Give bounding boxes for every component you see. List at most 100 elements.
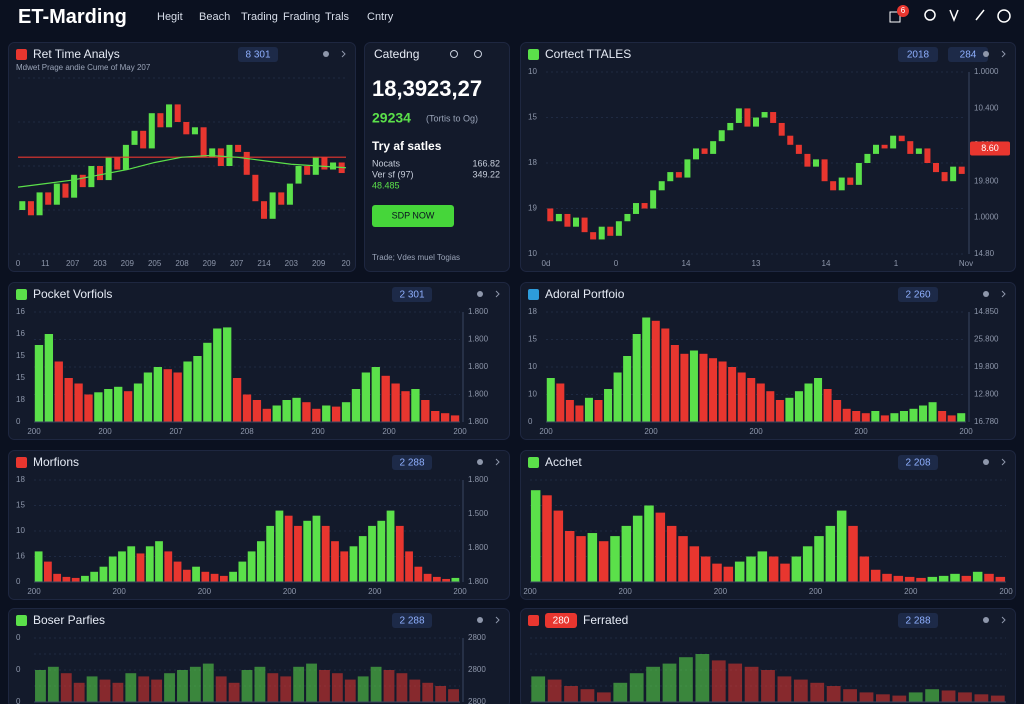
panel-menu[interactable] [341, 50, 346, 58]
badge: 2 208 [905, 458, 930, 469]
share-icon[interactable] [474, 50, 482, 58]
panel-title: Ret Time Analys [33, 47, 120, 61]
chart-icon[interactable] [889, 11, 901, 23]
bar [700, 556, 711, 582]
bar [941, 690, 956, 702]
tag: 280 [553, 616, 570, 627]
bar [395, 525, 404, 582]
badge-bg[interactable] [898, 287, 938, 302]
bar [768, 556, 779, 582]
bar [136, 553, 145, 582]
bar [361, 372, 371, 422]
panel-action[interactable] [477, 617, 483, 623]
edit-icon[interactable] [975, 9, 985, 21]
bar [284, 515, 293, 582]
bar [53, 573, 62, 582]
panel-menu[interactable] [1001, 458, 1006, 466]
panel-menu[interactable] [495, 458, 500, 466]
panel-menu[interactable] [495, 290, 500, 298]
panel-action[interactable] [983, 459, 989, 465]
bar [114, 386, 123, 422]
bar [823, 389, 832, 422]
y-axis-label: 1.800 [468, 362, 489, 371]
bar [215, 676, 227, 702]
badge-bg[interactable] [392, 455, 432, 470]
y-axis-label: 1.800 [468, 543, 489, 552]
bar [904, 576, 915, 582]
y-axis-label: 10 [528, 67, 537, 76]
badge-bg[interactable] [238, 47, 278, 62]
badge-bg[interactable] [392, 613, 432, 628]
bar [655, 512, 666, 582]
badge-bg[interactable] [392, 287, 432, 302]
x-axis-label: 200 [453, 587, 467, 596]
bar [542, 495, 552, 582]
panel-action[interactable] [983, 51, 989, 57]
bar [995, 576, 1006, 582]
button-bg[interactable] [372, 205, 454, 227]
x-axis-label: 0 [614, 259, 619, 268]
panel-action[interactable] [477, 291, 483, 297]
panel-action[interactable] [323, 51, 329, 57]
bar [613, 372, 622, 422]
nav-item[interactable]: Frading [283, 11, 321, 23]
app-title: ET-Marding [18, 6, 127, 28]
nav-item[interactable]: Trading [241, 11, 278, 23]
change-note: (Tortis to Og) [426, 113, 478, 123]
bar [219, 575, 228, 582]
candle [701, 148, 708, 154]
bar [580, 689, 595, 702]
y-axis-label: 18 [528, 307, 537, 316]
badge-bg[interactable] [898, 47, 938, 62]
bar [880, 415, 889, 422]
candle [235, 144, 242, 152]
panel-menu[interactable] [1001, 616, 1006, 624]
candle [941, 172, 948, 182]
bar [747, 378, 756, 422]
panel-menu[interactable] [1001, 290, 1006, 298]
candle [641, 203, 648, 209]
search-icon[interactable] [924, 9, 936, 21]
x-axis-label: 209 [312, 259, 326, 268]
x-axis-label: 200 [904, 587, 918, 596]
nav-item[interactable]: Hegit [157, 11, 183, 23]
bar [357, 676, 369, 702]
y-axis-label: 19.800 [974, 176, 999, 185]
user-icon[interactable] [949, 9, 959, 23]
panel-action[interactable] [477, 459, 483, 465]
bar [247, 551, 256, 582]
candle [667, 172, 674, 182]
bar [242, 394, 252, 422]
bar [794, 391, 803, 422]
bar [351, 389, 361, 422]
y-axis-label: 1.800 [468, 417, 489, 426]
candle [753, 117, 759, 127]
notification-badge[interactable] [897, 5, 909, 17]
bar [947, 415, 956, 422]
candle [96, 166, 104, 181]
x-axis-label: 200 [368, 587, 382, 596]
badge-bg[interactable] [948, 47, 988, 62]
settings-icon[interactable] [997, 9, 1011, 23]
bar [173, 372, 182, 422]
nav-item[interactable]: Trals [325, 11, 350, 23]
panel-action[interactable] [983, 291, 989, 297]
nav-item[interactable]: Beach [199, 11, 231, 23]
panel-menu[interactable] [1001, 50, 1006, 58]
bar [961, 575, 972, 582]
bar [370, 666, 382, 702]
settings-icon[interactable] [450, 50, 458, 58]
badge-bg[interactable] [898, 455, 938, 470]
nav-item[interactable]: Cntry [367, 11, 394, 23]
x-axis-label: 0d [542, 259, 551, 268]
y-axis-label: 16.780 [974, 417, 999, 426]
bar [919, 405, 928, 422]
bar [192, 566, 200, 582]
bar [793, 679, 808, 702]
panel-menu[interactable] [495, 616, 500, 624]
bar [576, 536, 586, 582]
y-axis-label: 15 [16, 501, 25, 510]
badge-bg[interactable] [898, 613, 938, 628]
panel-title: Adoral Portfoio [545, 287, 625, 301]
panel-action[interactable] [983, 617, 989, 623]
